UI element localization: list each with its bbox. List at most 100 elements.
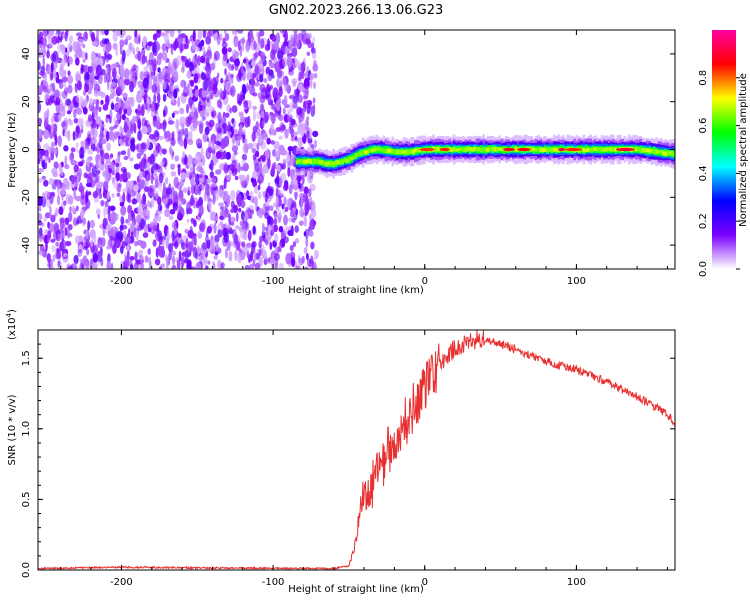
heatmap-noise-cell <box>151 41 157 54</box>
heatmap-track-cell <box>318 159 322 165</box>
heatmap-noise-cell <box>307 138 313 144</box>
heatmap-noise-cell <box>174 241 179 250</box>
heatmap-noise-cell <box>182 151 186 159</box>
heatmap-noise-cell <box>72 41 78 52</box>
heatmap-noise-cell <box>160 235 166 241</box>
heatmap-noise-cell <box>175 118 180 130</box>
heatmap-noise-cell <box>104 200 109 208</box>
heatmap-noise-cell <box>82 58 86 63</box>
heatmap-noise-cell <box>184 243 190 248</box>
heatmap-noise-cell <box>129 157 134 162</box>
heatmap-noise-cell <box>153 93 157 105</box>
heatmap-noise-cell <box>171 112 175 119</box>
heatmap-noise-cell <box>194 89 200 98</box>
heatmap-noise-cell <box>58 232 66 240</box>
heatmap-noise-cell <box>286 108 290 116</box>
heatmap-noise-cell <box>168 252 173 261</box>
heatmap-noise-cell <box>187 139 194 145</box>
heatmap-noise-cell <box>93 147 98 152</box>
heatmap-noise-cell <box>312 130 319 138</box>
heatmap-noise-cell <box>154 214 159 221</box>
heatmap-noise-cell <box>58 206 64 216</box>
heatmap-noise-cell <box>178 43 186 51</box>
heatmap-noise-cell <box>146 60 150 68</box>
heatmap-noise-cell <box>169 209 176 215</box>
spectrogram-y-axis-label: Frequency (Hz) <box>7 112 18 188</box>
heatmap-noise-cell <box>192 30 196 42</box>
heatmap-noise-cell <box>64 155 68 167</box>
heatmap-noise-cell <box>220 138 228 149</box>
heatmap-noise-cell <box>101 30 105 36</box>
heatmap-noise-cell <box>203 191 207 202</box>
heatmap-noise-cell <box>71 177 75 185</box>
heatmap-noise-cell <box>87 130 92 138</box>
heatmap-noise-cell <box>300 61 306 74</box>
heatmap-noise-cell <box>107 213 111 222</box>
heatmap-noise-cell <box>171 151 175 157</box>
heatmap-track-cell <box>314 159 317 164</box>
heatmap-noise-cell <box>304 203 310 215</box>
heatmap-noise-cell <box>168 215 174 221</box>
x-tick-label: 100 <box>567 577 586 588</box>
heatmap-noise-cell <box>257 92 263 99</box>
heatmap-noise-cell <box>216 240 219 252</box>
heatmap-track-cell <box>646 148 649 153</box>
heatmap-noise-cell <box>290 225 294 237</box>
y-tick-label: 0 <box>21 146 32 152</box>
heatmap-noise-cell <box>267 223 272 233</box>
heatmap-noise-cell <box>239 220 244 227</box>
heatmap-noise-cell <box>80 189 85 200</box>
heatmap-noise-cell <box>170 163 176 168</box>
heatmap-noise-cell <box>294 88 301 96</box>
heatmap-track-cell <box>634 147 638 152</box>
heatmap-noise-cell <box>134 223 139 229</box>
heatmap-track-cell <box>375 146 379 152</box>
heatmap-noise-cell <box>57 43 62 54</box>
heatmap-noise-cell <box>278 135 283 140</box>
heatmap-noise-cell <box>184 228 189 234</box>
heatmap-noise-cell <box>48 223 55 233</box>
heatmap-noise-cell <box>162 49 166 61</box>
heatmap-noise-cell <box>251 60 256 67</box>
heatmap-noise-cell <box>48 177 54 186</box>
heatmap-noise-cell <box>292 81 297 88</box>
heatmap-track-cell <box>384 148 388 154</box>
heatmap-noise-cell <box>187 117 193 125</box>
heatmap-noise-cell <box>180 79 186 88</box>
heatmap-noise-cell <box>77 117 84 127</box>
heatmap-track-cell <box>316 159 319 165</box>
heatmap-noise-cell <box>177 164 181 176</box>
heatmap-noise-cell <box>118 138 123 145</box>
heatmap-noise-cell <box>57 260 61 268</box>
heatmap-noise-cell <box>197 174 203 179</box>
heatmap-noise-cell <box>72 263 78 269</box>
heatmap-noise-cell <box>67 70 71 76</box>
spectrogram-x-ticks: -200 -100 0 100 <box>60 30 668 287</box>
heatmap-track-cell <box>475 146 479 152</box>
heatmap-noise-cell <box>110 211 117 224</box>
heatmap-noise-cell <box>91 32 95 42</box>
heatmap-noise-cell <box>305 236 309 248</box>
heatmap-noise-cell <box>66 110 72 115</box>
heatmap-noise-cell <box>82 44 86 49</box>
heatmap-noise-cell <box>158 172 164 184</box>
heatmap-track-cell <box>589 147 592 153</box>
heatmap-noise-cell <box>238 40 241 52</box>
heatmap-noise-cell <box>67 74 74 85</box>
heatmap-noise-cell <box>184 127 189 139</box>
snr-series-line <box>38 330 675 570</box>
heatmap-noise-cell <box>75 71 81 81</box>
heatmap-noise-cell <box>140 142 148 152</box>
heatmap-noise-cell <box>123 259 130 268</box>
x-tick-label: -200 <box>110 276 133 287</box>
heatmap-noise-cell <box>294 225 300 233</box>
heatmap-track-cell <box>436 146 440 152</box>
heatmap-noise-cell <box>253 52 259 59</box>
heatmap-noise-cell <box>260 51 266 63</box>
heatmap-noise-cell <box>144 169 149 175</box>
heatmap-noise-cell <box>258 191 262 200</box>
heatmap-noise-cell <box>256 142 260 151</box>
heatmap-noise-cell <box>280 75 286 85</box>
heatmap-track-cell <box>648 148 652 154</box>
heatmap-noise-cell <box>253 82 260 87</box>
